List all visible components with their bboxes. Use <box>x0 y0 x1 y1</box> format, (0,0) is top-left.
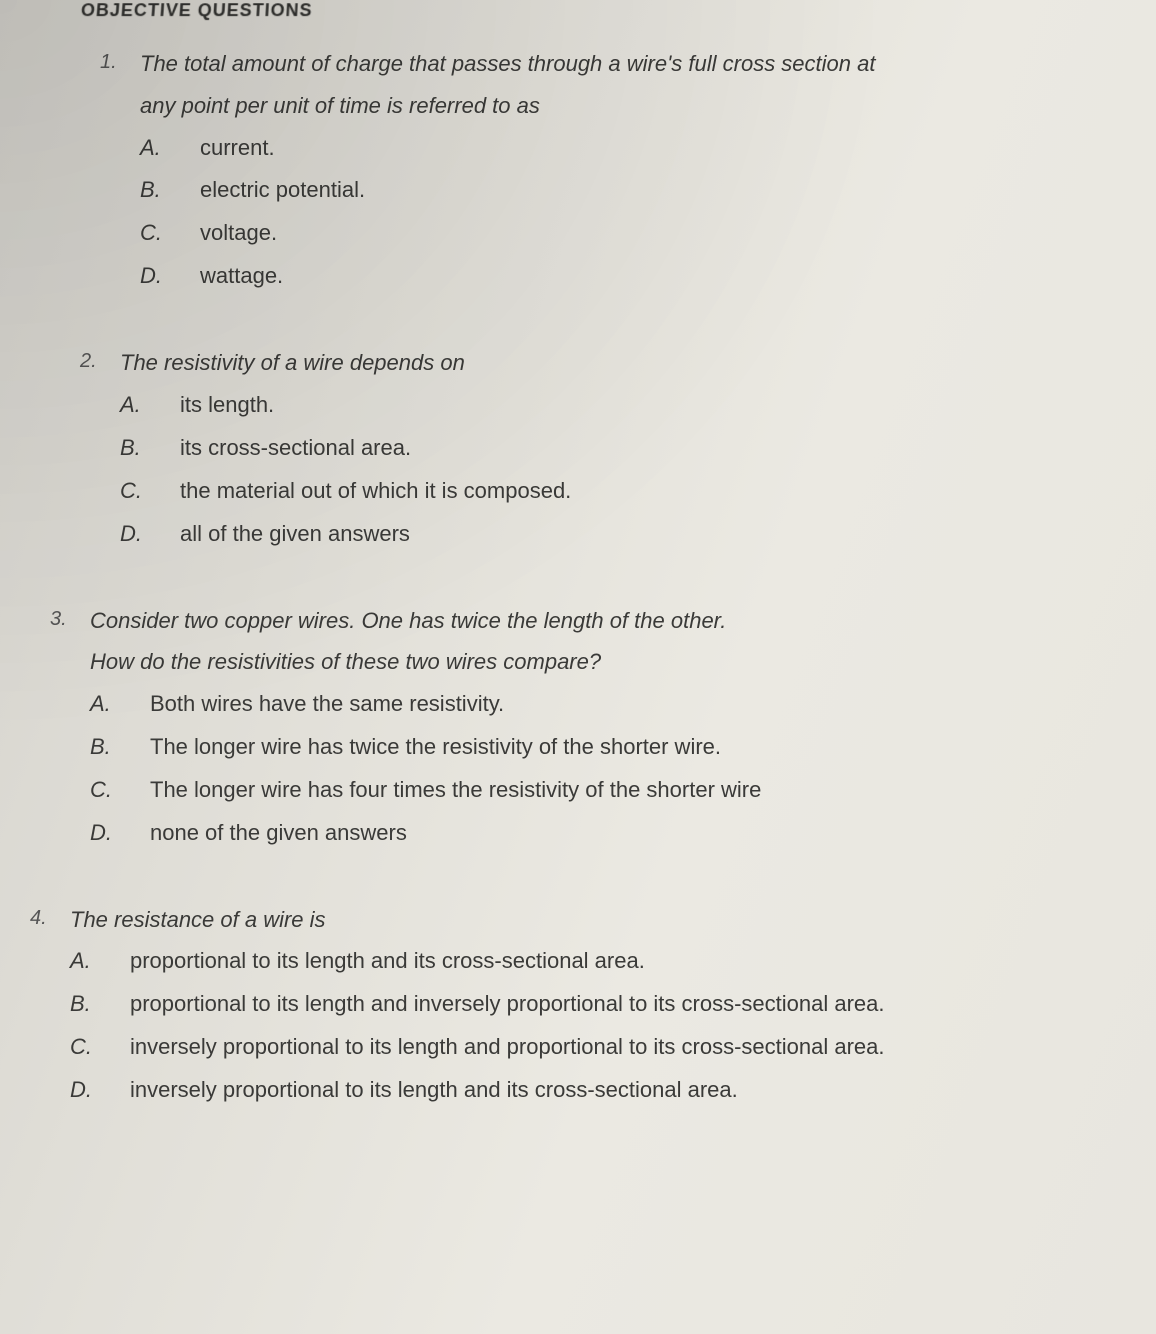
option-letter: D. <box>90 812 150 855</box>
option-text: wattage. <box>200 255 1126 298</box>
option-text: electric potential. <box>200 169 1126 212</box>
question-text-line: The total amount of charge that passes t… <box>140 43 1126 85</box>
option-row: D. none of the given answers <box>50 812 1126 855</box>
option-row: C. voltage. <box>100 212 1126 255</box>
option-letter: B. <box>140 169 200 212</box>
option-row: D. wattage. <box>100 255 1126 298</box>
option-letter: C. <box>90 769 150 812</box>
option-letter: C. <box>120 470 180 513</box>
option-letter: C. <box>70 1026 130 1069</box>
option-row: A. proportional to its length and its cr… <box>30 940 1126 983</box>
option-row: A. Both wires have the same resistivity. <box>50 683 1126 726</box>
option-letter: D. <box>120 513 180 556</box>
question-1: 1. The total amount of charge that passe… <box>30 43 1126 298</box>
option-row: C. inversely proportional to its length … <box>30 1026 1126 1069</box>
option-row: B. its cross-sectional area. <box>80 427 1126 470</box>
question-2: 2. The resistivity of a wire depends on … <box>30 342 1126 555</box>
option-row: C. the material out of which it is compo… <box>80 470 1126 513</box>
option-text: The longer wire has twice the resistivit… <box>150 726 1126 769</box>
option-text: none of the given answers <box>150 812 1126 855</box>
option-text: the material out of which it is composed… <box>180 470 1126 513</box>
option-letter: B. <box>90 726 150 769</box>
option-letter: D. <box>140 255 200 298</box>
question-4: 4. The resistance of a wire is A. propor… <box>30 899 1126 1112</box>
option-letter: C. <box>140 212 200 255</box>
question-number: 1. <box>100 43 140 81</box>
option-letter: D. <box>70 1069 130 1112</box>
option-row: B. electric potential. <box>100 169 1126 212</box>
option-text: its cross-sectional area. <box>180 427 1126 470</box>
option-row: B. proportional to its length and invers… <box>30 983 1126 1026</box>
section-header: OBJECTIVE QUESTIONS <box>28 0 1128 43</box>
option-row: D. inversely proportional to its length … <box>30 1069 1126 1112</box>
option-text: voltage. <box>200 212 1126 255</box>
option-row: D. all of the given answers <box>80 513 1126 556</box>
option-row: A. current. <box>100 127 1126 170</box>
question-text-line: any point per unit of time is referred t… <box>140 85 1126 127</box>
option-text: inversely proportional to its length and… <box>130 1069 1126 1112</box>
option-row: B. The longer wire has twice the resisti… <box>50 726 1126 769</box>
option-letter: B. <box>120 427 180 470</box>
question-3: 3. Consider two copper wires. One has tw… <box>30 600 1126 855</box>
question-text-line: The resistivity of a wire depends on <box>120 342 1126 384</box>
option-text: current. <box>200 127 1126 170</box>
option-letter: B. <box>70 983 130 1026</box>
option-row: A. its length. <box>80 384 1126 427</box>
option-letter: A. <box>140 127 200 170</box>
option-letter: A. <box>120 384 180 427</box>
option-text: The longer wire has four times the resis… <box>150 769 1126 812</box>
option-letter: A. <box>70 940 130 983</box>
option-text: inversely proportional to its length and… <box>130 1026 1126 1069</box>
option-text: proportional to its length and its cross… <box>130 940 1126 983</box>
question-number: 2. <box>80 342 120 380</box>
question-text-line: The resistance of a wire is <box>70 899 1126 941</box>
question-number: 3. <box>50 600 90 638</box>
option-letter: A. <box>90 683 150 726</box>
option-row: C. The longer wire has four times the re… <box>50 769 1126 812</box>
question-text-line: Consider two copper wires. One has twice… <box>90 600 1126 642</box>
option-text: its length. <box>180 384 1126 427</box>
option-text: proportional to its length and inversely… <box>130 983 1126 1026</box>
question-text-line: How do the resistivities of these two wi… <box>90 641 1126 683</box>
option-text: all of the given answers <box>180 513 1126 556</box>
option-text: Both wires have the same resistivity. <box>150 683 1126 726</box>
question-number: 4. <box>30 899 70 937</box>
